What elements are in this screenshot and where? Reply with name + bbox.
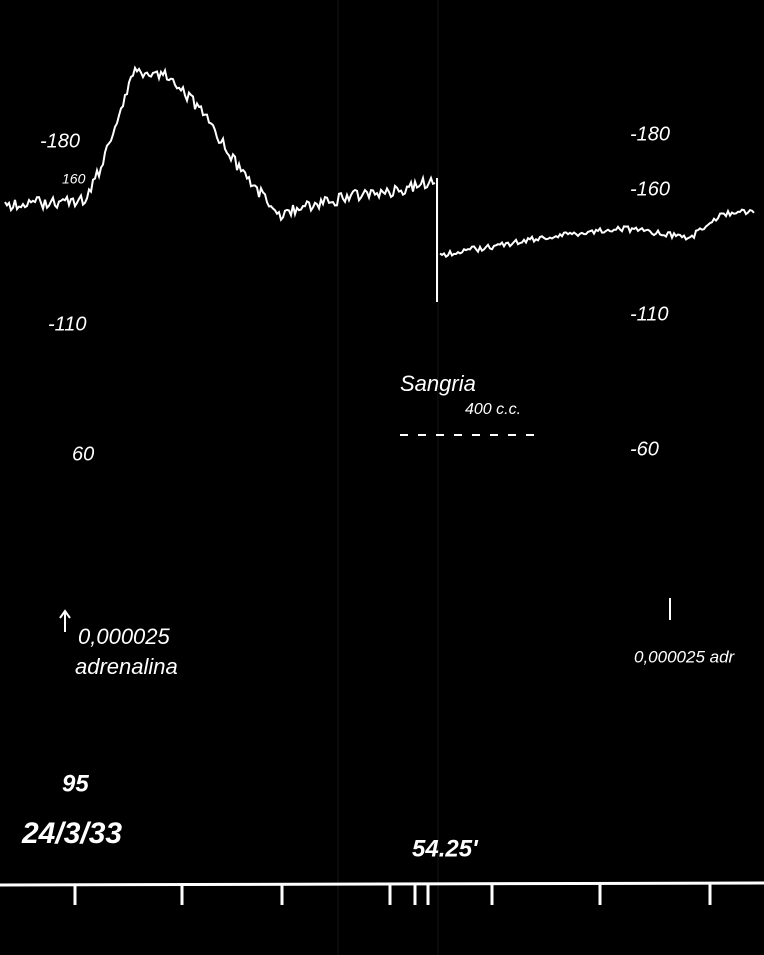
- left-scale-label: -180: [40, 130, 80, 152]
- record-date: 24/3/33: [21, 817, 122, 850]
- page: {"left_scale": ["-180", "160", "-110", "…: [0, 0, 764, 955]
- right-scale-label: -160: [630, 178, 670, 200]
- record-number: 95: [62, 770, 89, 797]
- left-scale-label: 160: [62, 171, 86, 187]
- left-scale-label: -110: [48, 313, 87, 335]
- first-dose: 0,000025: [78, 624, 171, 649]
- time-axis: [0, 883, 764, 885]
- right-scale-label: -60: [630, 438, 659, 460]
- second-dose: 0,000025 adr: [634, 647, 736, 666]
- kymograph-record: -180 160 -110 60 -180 -160 -110 -60 Sang…: [0, 0, 764, 955]
- left-scale-label: 60: [72, 443, 94, 465]
- right-scale-label: -180: [630, 123, 670, 145]
- bleeding-volume: 400 c.c.: [465, 401, 521, 418]
- right-scale-label: -110: [630, 303, 669, 325]
- bleeding-label: Sangria: [400, 371, 476, 396]
- first-drug: adrenalina: [75, 654, 178, 679]
- record-time: 54.25': [412, 835, 479, 862]
